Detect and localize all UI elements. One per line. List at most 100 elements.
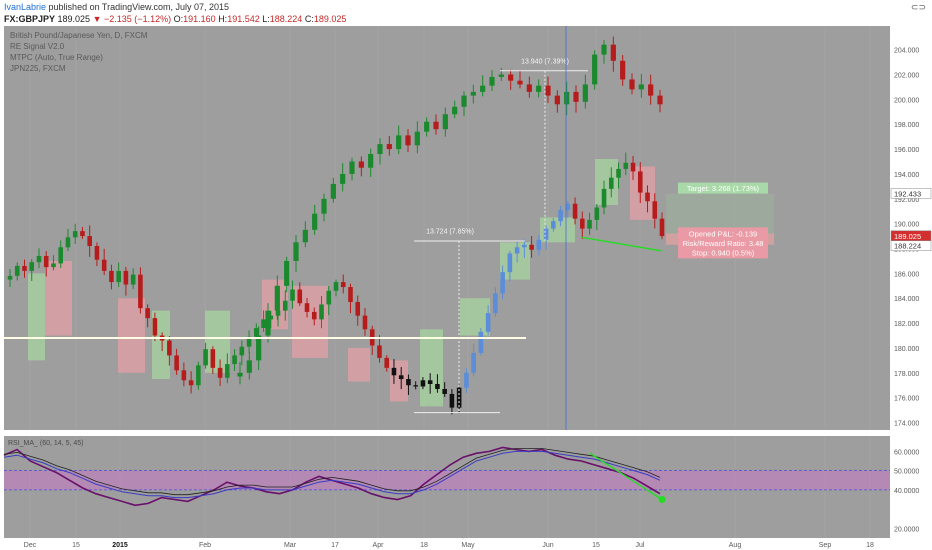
- time-tick-label: 17: [331, 542, 339, 549]
- last-price: 189.025: [57, 14, 91, 24]
- time-tick-label: May: [461, 542, 475, 549]
- candle-body: [610, 44, 616, 61]
- candle-body: [225, 364, 230, 378]
- candle-body: [435, 384, 440, 389]
- candle-body: [284, 260, 290, 286]
- rsi-tick-label: 20.0000: [894, 526, 919, 533]
- opened-pl-label: Opened P&L: -0.139: [689, 229, 757, 238]
- price-tick-label: 190.000: [894, 222, 919, 229]
- last-price-badge: 189.025: [894, 232, 921, 241]
- time-tick-label: 2015: [112, 542, 128, 549]
- candle-body: [293, 242, 299, 261]
- candle-body: [396, 135, 402, 150]
- target-label: Target: 3.268 (1.73%): [687, 184, 760, 193]
- candle-body: [623, 162, 629, 169]
- candle-body: [145, 308, 150, 319]
- candle-body: [275, 310, 281, 316]
- candle-body: [265, 310, 271, 336]
- author-link[interactable]: IvanLabrie: [4, 2, 47, 12]
- signal-box-red: [348, 347, 370, 382]
- candle-body: [645, 192, 650, 202]
- candle-body: [36, 255, 42, 263]
- candle-body: [256, 335, 262, 361]
- candle-body: [123, 270, 129, 285]
- low-price-badge: 188.224: [894, 242, 921, 251]
- rsi-title: RSI_MA_ (60, 14, 5, 45): [8, 440, 83, 447]
- rsi-signal-line: [3, 450, 661, 499]
- price-axis-bg: [890, 26, 932, 430]
- candle-body: [498, 74, 504, 77]
- candle-body: [554, 95, 560, 105]
- candle-body: [526, 84, 532, 92]
- candle-body: [629, 79, 635, 90]
- candle-body: [362, 315, 368, 330]
- top-range-label: 13.940 (7.39%): [521, 58, 569, 65]
- mid-range-label: 13.724 (7.85%): [426, 229, 474, 236]
- candle-body: [420, 380, 426, 387]
- low-price-badge-bg: [890, 240, 932, 251]
- candle-body: [478, 331, 484, 353]
- candle-body: [517, 80, 523, 85]
- candle-body: [80, 231, 85, 237]
- candle-body: [109, 270, 114, 283]
- time-tick-label: Apr: [373, 542, 385, 549]
- price-tick-label: 196.000: [894, 147, 919, 154]
- rsi-tick-label: 60.0000: [894, 449, 919, 456]
- symbol-label[interactable]: FX:GBPJPY: [4, 14, 56, 24]
- signal-box-green: [28, 273, 45, 361]
- candle-body: [65, 237, 71, 248]
- candle-body: [302, 229, 308, 243]
- time-tick-label: Aug: [729, 542, 742, 549]
- candle-body: [384, 357, 390, 368]
- candle-body: [239, 346, 245, 356]
- candle-body: [551, 221, 556, 229]
- candle-body: [51, 263, 56, 268]
- candle-body: [358, 161, 364, 168]
- candle-body: [648, 84, 654, 96]
- candle-body: [58, 247, 64, 264]
- candle-body: [340, 282, 346, 288]
- candle-body: [464, 372, 469, 388]
- pl-label-box: [678, 227, 768, 259]
- target-zone: [666, 193, 774, 234]
- stop-label: Stop: 0.940 (0.5%): [692, 248, 755, 257]
- low-value: 188.224: [269, 14, 303, 24]
- legend-line: JPN225, FXCM: [10, 64, 66, 73]
- candle-body: [398, 375, 404, 380]
- candle-body: [413, 385, 418, 387]
- candle-body: [72, 231, 78, 238]
- signal-box-green: [205, 310, 230, 373]
- candle-body: [174, 355, 179, 371]
- candle-body: [321, 198, 327, 214]
- chart-area[interactable]: British Pound/Japanese Yen, D, FXCM RE Si…: [0, 26, 932, 550]
- price-tick-label: 198.000: [894, 122, 919, 129]
- candle-body: [181, 370, 187, 381]
- candle-body: [377, 345, 382, 358]
- price-tick-label: 176.000: [894, 396, 919, 403]
- candle-body: [565, 203, 571, 210]
- candles-layer: [7, 36, 665, 415]
- price-tick-label: 204.000: [894, 48, 919, 55]
- rsi-panel: RSI_MA_ (60, 14, 5, 45) 60.0000 50.0000 40.…: [3, 436, 932, 538]
- price-change: −2.135 (−1.12%): [104, 14, 172, 24]
- candle-body: [449, 393, 455, 408]
- rsi-signal-dot: [658, 496, 666, 504]
- time-tick-label: 18: [866, 542, 874, 549]
- time-tick-label: Mar: [284, 542, 297, 549]
- candle-body: [116, 270, 121, 283]
- price-tick-label: 202.000: [894, 72, 919, 79]
- candle-body: [433, 121, 439, 130]
- candle-body: [196, 365, 201, 386]
- target-price-badge-bg: [890, 188, 932, 199]
- candle-body: [268, 315, 274, 320]
- candle-body: [246, 336, 252, 347]
- signal-box-red: [390, 360, 408, 402]
- time-tick-label: Jun: [542, 542, 553, 549]
- low-key: L:: [262, 14, 270, 24]
- candle-body: [290, 289, 295, 301]
- candle-body: [543, 228, 549, 240]
- candle-body: [508, 74, 514, 81]
- close-value: 189.025: [313, 14, 347, 24]
- symbol-quote-line: FX:GBPJPY 189.025 ▼ −2.135 (−1.12%) O:19…: [4, 14, 346, 24]
- price-axis: 204.000 202.000 200.000 198.000 196.000 194.0…: [890, 26, 932, 430]
